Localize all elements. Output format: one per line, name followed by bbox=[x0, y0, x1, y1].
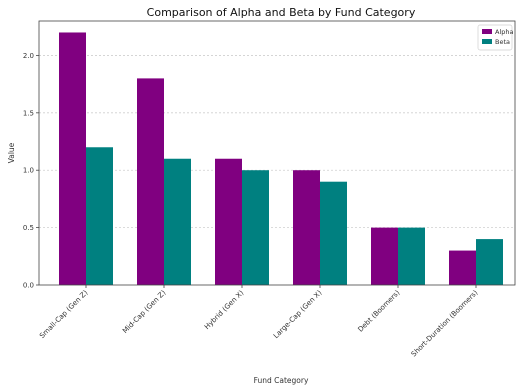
bar-beta-2 bbox=[242, 170, 269, 285]
x-tick-label-3: Large-Cap (Gen X) bbox=[272, 289, 324, 341]
y-tick-label-2: 1.0 bbox=[23, 167, 34, 175]
bar-beta-4 bbox=[398, 227, 425, 285]
y-tick-label-1: 0.5 bbox=[23, 224, 34, 232]
grid-lines bbox=[39, 55, 515, 229]
bar-alpha-4 bbox=[371, 227, 398, 285]
y-axis-ticks: 0.0 0.5 1.0 1.5 2.0 bbox=[23, 52, 39, 290]
bars bbox=[59, 32, 503, 286]
x-tick-label-2: Hybrid (Gen X) bbox=[203, 289, 246, 332]
y-tick-label-0: 0.0 bbox=[23, 282, 34, 290]
x-tick-label-0: Small-Cap (Gen Z) bbox=[38, 289, 89, 340]
bar-beta-5 bbox=[476, 239, 503, 285]
bar-beta-1 bbox=[164, 158, 191, 285]
bar-alpha-2 bbox=[215, 158, 242, 285]
legend-label-beta: Beta bbox=[495, 38, 510, 46]
legend-label-alpha: Alpha bbox=[495, 28, 513, 36]
legend-swatch-beta bbox=[482, 39, 492, 44]
bar-alpha-1 bbox=[137, 78, 164, 286]
legend: Alpha Beta bbox=[477, 24, 513, 51]
chart-title: Comparison of Alpha and Beta by Fund Cat… bbox=[147, 6, 416, 19]
y-tick-label-3: 1.5 bbox=[23, 109, 34, 117]
x-axis-ticks: Small-Cap (Gen Z) Mid-Cap (Gen Z) Hybrid (… bbox=[38, 285, 480, 359]
x-axis-label: Fund Category bbox=[254, 376, 309, 385]
bar-beta-0 bbox=[86, 147, 113, 285]
x-tick-label-1: Mid-Cap (Gen Z) bbox=[121, 289, 167, 335]
y-tick-label-4: 2.0 bbox=[23, 52, 34, 60]
x-tick-label-5: Short-Duration (Boomers) bbox=[410, 289, 480, 359]
bar-alpha-5 bbox=[449, 250, 476, 285]
bar-beta-3 bbox=[320, 181, 347, 285]
legend-swatch-alpha bbox=[482, 29, 492, 34]
bar-alpha-3 bbox=[293, 170, 320, 285]
x-tick-label-4: Debt (Boomers) bbox=[356, 289, 401, 334]
bar-alpha-0 bbox=[59, 32, 86, 286]
plot-frame bbox=[38, 20, 516, 286]
y-axis-label: Value bbox=[7, 142, 16, 163]
